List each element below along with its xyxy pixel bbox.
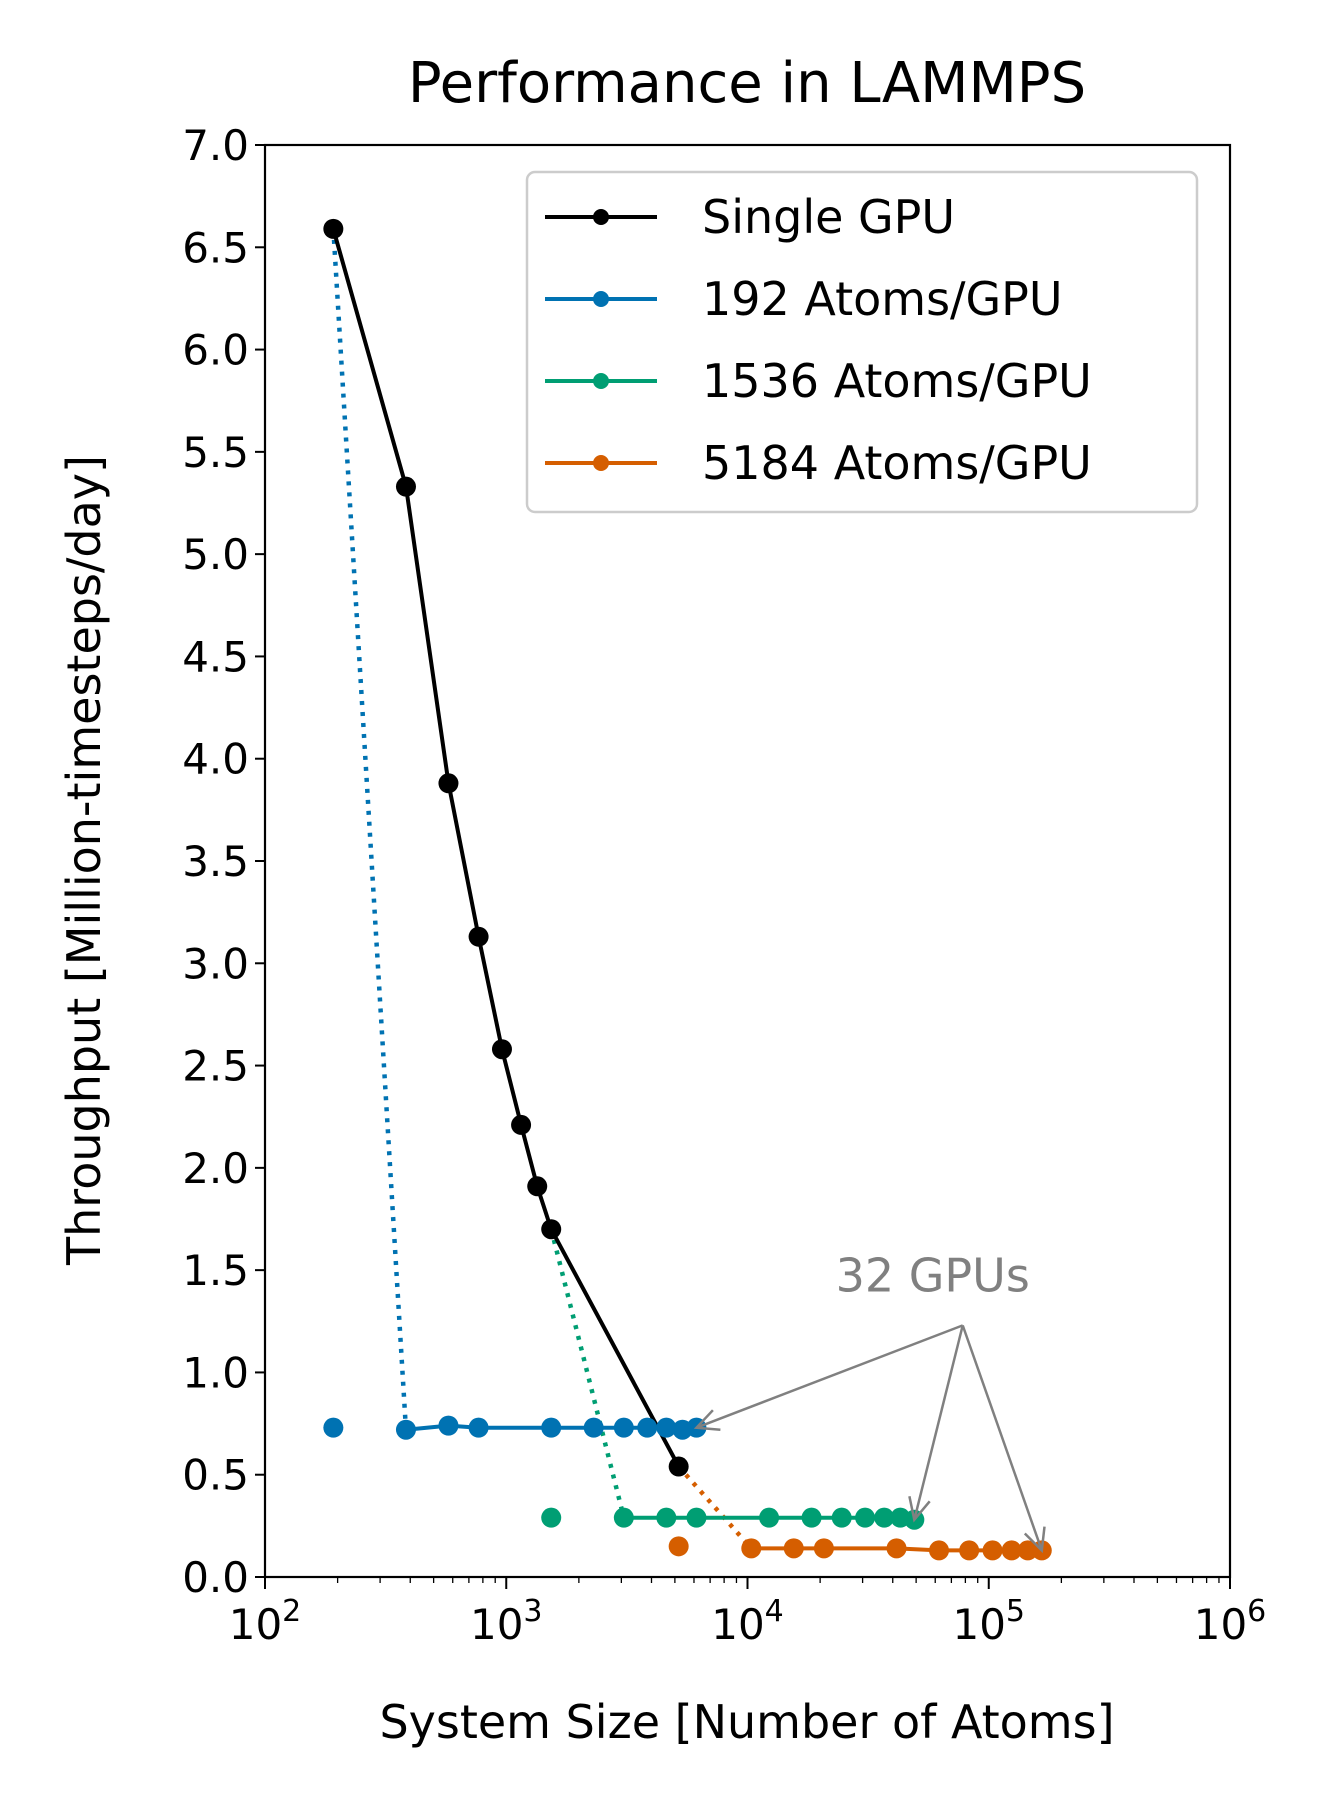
y-tick-label: 1.5	[182, 1246, 249, 1295]
data-point	[541, 1219, 562, 1240]
data-point	[741, 1538, 762, 1559]
data-point	[874, 1507, 895, 1528]
y-tick-label: 4.0	[182, 735, 249, 784]
y-tick-label: 5.0	[182, 530, 249, 579]
data-point	[801, 1507, 822, 1528]
legend-swatch-marker	[593, 291, 609, 307]
data-point	[468, 1417, 489, 1438]
y-tick-label: 4.5	[182, 632, 249, 681]
data-point	[541, 1417, 562, 1438]
dotted-connector	[331, 228, 409, 1430]
data-point	[886, 1538, 907, 1559]
x-tick-label: 103	[470, 1594, 543, 1649]
data-point	[583, 1417, 604, 1438]
legend-swatch-marker	[593, 455, 609, 471]
legend-swatch-marker	[593, 209, 609, 225]
y-tick-label: 0.0	[182, 1553, 249, 1602]
y-tick-label: 3.5	[182, 837, 249, 886]
chart-title: Performance in LAMMPS	[408, 51, 1086, 116]
data-point	[656, 1417, 677, 1438]
annotation-arrow	[961, 1324, 1043, 1551]
data-point	[1017, 1540, 1038, 1561]
data-point	[783, 1538, 804, 1559]
data-point	[613, 1417, 634, 1438]
data-point	[613, 1507, 634, 1528]
plot-area: 0.0 0.5 1.0 1.5 2.0 2.5 3.0 3.5 4.0 4.5 5.0 5.5 6.0 6…	[182, 121, 1266, 1649]
y-tick-label: 3.0	[182, 939, 249, 988]
data-point	[855, 1507, 876, 1528]
data-point	[959, 1540, 980, 1561]
legend-entry-label: 5184 Atoms/GPU	[702, 436, 1092, 490]
annotation-arrowhead	[908, 1495, 931, 1523]
data-point	[759, 1507, 780, 1528]
data-point	[637, 1417, 658, 1438]
y-tick-label: 6.5	[182, 223, 249, 272]
legend-box	[525, 170, 1199, 514]
legend: Single GPU 192 Atoms/GPU 1536 Atoms/GPU 518…	[525, 170, 1199, 514]
annotation-text: 32 GPUs	[836, 1248, 1030, 1302]
x-axis-label: System Size [Number of Atoms]	[379, 1695, 1114, 1749]
y-tick-label: 2.5	[182, 1042, 249, 1091]
data-point	[982, 1540, 1003, 1561]
data-point	[686, 1507, 707, 1528]
data-point	[813, 1538, 834, 1559]
legend-entry-label: Single GPU	[702, 190, 955, 244]
y-axis-label: Throughput [Million-timesteps/day]	[57, 455, 111, 1266]
data-point	[656, 1507, 677, 1528]
x-tick-label: 106	[1194, 1594, 1267, 1649]
data-point	[668, 1536, 689, 1557]
data-point	[323, 218, 344, 239]
annotation-arrowhead	[1023, 1526, 1046, 1554]
legend-entry-label: 1536 Atoms/GPU	[702, 354, 1092, 408]
y-tick-label: 1.0	[182, 1348, 249, 1397]
y-tick-label: 2.0	[182, 1144, 249, 1193]
y-tick-label: 6.0	[182, 326, 249, 375]
annotation-arrowhead	[693, 1409, 721, 1431]
dotted-connector	[676, 1465, 753, 1550]
data-point	[511, 1114, 532, 1135]
data-point	[395, 476, 416, 497]
data-point	[438, 773, 459, 794]
data-point	[468, 926, 489, 947]
x-tick-label: 105	[952, 1594, 1025, 1649]
data-point	[438, 1415, 459, 1436]
y-tick-label: 7.0	[182, 121, 249, 170]
legend-entry-label: 192 Atoms/GPU	[702, 272, 1063, 326]
data-point	[541, 1507, 562, 1528]
x-tick-label: 104	[711, 1594, 784, 1649]
y-tick-label: 5.5	[182, 428, 249, 477]
data-point	[1001, 1540, 1022, 1561]
annotation-arrow	[913, 1325, 964, 1521]
data-point	[527, 1176, 548, 1197]
data-point	[668, 1456, 689, 1477]
legend-swatch-marker	[593, 373, 609, 389]
data-point	[929, 1540, 950, 1561]
data-point	[491, 1039, 512, 1060]
y-tick-label: 0.5	[182, 1451, 249, 1500]
x-tick-label: 102	[229, 1594, 302, 1649]
data-point	[831, 1507, 852, 1528]
data-point	[323, 1417, 344, 1438]
annotation-arrow	[696, 1324, 964, 1429]
data-point	[395, 1419, 416, 1440]
